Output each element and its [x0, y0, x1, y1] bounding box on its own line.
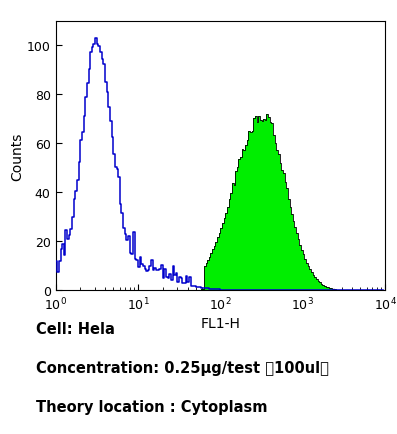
X-axis label: FL1-H: FL1-H: [200, 316, 240, 330]
Text: Theory location : Cytoplasm: Theory location : Cytoplasm: [36, 400, 267, 414]
Text: Concentration: 0.25μg/test （100ul）: Concentration: 0.25μg/test （100ul）: [36, 361, 329, 375]
Text: Cell: Hela: Cell: Hela: [36, 322, 115, 336]
Y-axis label: Counts: Counts: [10, 132, 24, 181]
